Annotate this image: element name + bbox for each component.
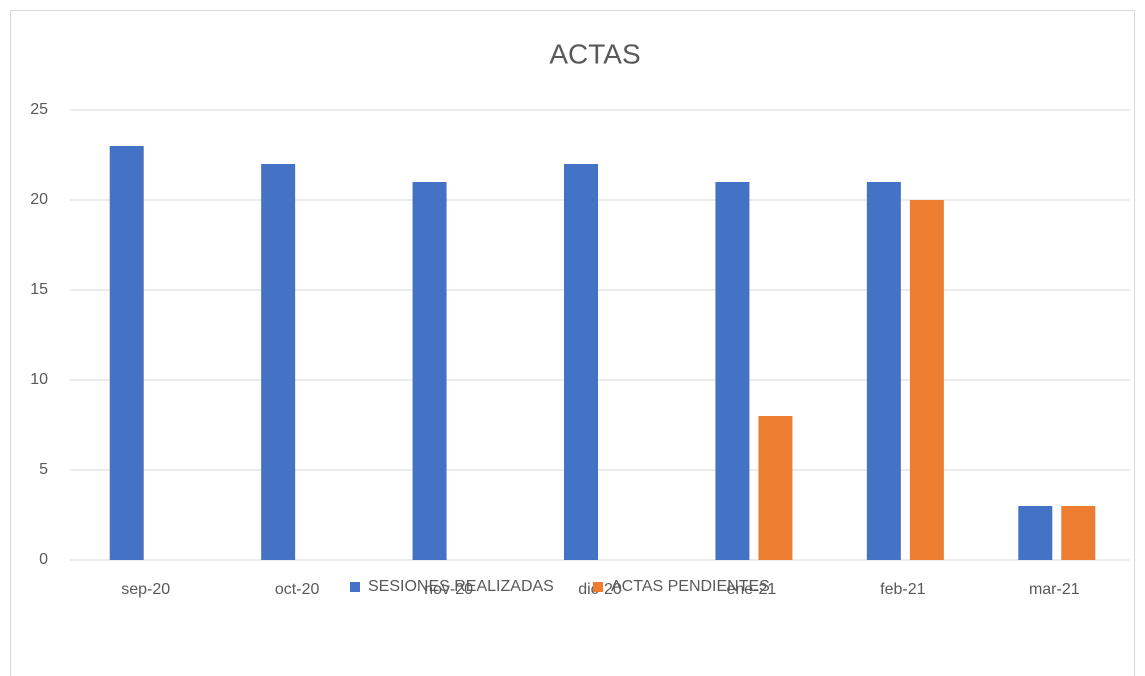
x-tick-label: mar-21 — [1029, 581, 1080, 598]
x-tick-label: feb-21 — [880, 581, 925, 598]
legend-label: SESIONES REALIZADAS — [368, 578, 554, 595]
y-tick-label: 15 — [30, 281, 48, 298]
bar — [758, 416, 793, 560]
x-tick-label: sep-20 — [121, 581, 170, 598]
y-tick-label: 25 — [30, 101, 48, 118]
bar — [715, 182, 750, 560]
bar — [109, 146, 144, 560]
y-tick-label: 0 — [39, 551, 48, 568]
x-tick-label: ene-21 — [727, 581, 777, 598]
bar — [564, 164, 598, 560]
y-tick-label: 20 — [30, 191, 48, 208]
legend-label: ACTAS PENDIENTES — [611, 578, 770, 595]
bar — [1018, 506, 1053, 560]
legend-swatch — [593, 582, 603, 592]
bar — [909, 200, 944, 560]
bar — [866, 182, 901, 560]
bar — [1061, 506, 1096, 560]
x-tick-label: oct-20 — [275, 581, 320, 598]
x-tick-label: nov-20 — [424, 581, 473, 598]
bar — [261, 164, 296, 560]
y-tick-label: 5 — [39, 461, 48, 478]
legend-swatch — [350, 582, 360, 592]
y-tick-label: 10 — [30, 371, 48, 388]
chart-title: ACTAS — [549, 38, 640, 69]
bar — [412, 182, 447, 560]
